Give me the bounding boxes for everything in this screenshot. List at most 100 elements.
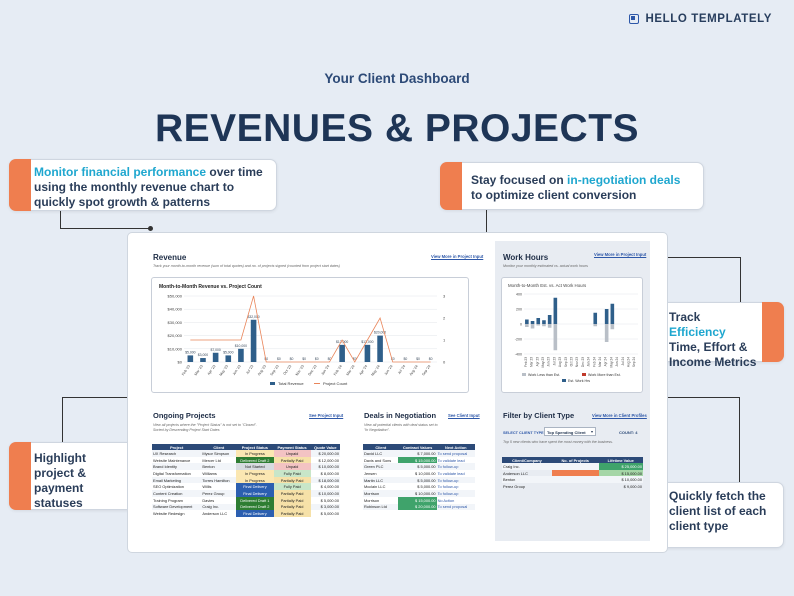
quote-value: $ 20,000.00	[310, 450, 340, 457]
client-name: Williams	[202, 470, 217, 476]
est-hours-bar	[536, 318, 541, 324]
revenue-data-label: $13,000	[361, 340, 373, 344]
revenue-y-tick: $30,000	[168, 320, 183, 325]
client-name: Torres Hamilton	[201, 476, 237, 484]
est-hours-bar	[610, 303, 615, 324]
work-x-tick: May 24	[609, 357, 613, 368]
legend-swatch-revenue	[270, 382, 275, 385]
revenue-y-tick: $10,000	[168, 346, 183, 351]
table-header: Client	[201, 444, 237, 450]
revenue-data-label: $5,000	[185, 350, 195, 354]
table-row: Green PLC $ 5,000.00 To follow-up	[363, 463, 475, 471]
work-chart-title: Month-to-Month Est. vs. Act Work Hours	[508, 283, 587, 288]
revenue-x-tick: May '24	[370, 364, 380, 377]
revenue-link[interactable]: View More in Project Input	[431, 254, 484, 259]
est-hours-bar	[530, 321, 535, 324]
client-type-select[interactable]: Top Spending Client ▾	[544, 427, 596, 436]
deal-client: Davis and Sons	[364, 457, 392, 463]
work-less-bar	[530, 324, 535, 329]
work-legend-label: Est. Work Hrs	[568, 379, 590, 383]
revenue-x-tick: Jun '24	[384, 364, 394, 376]
callout-efficiency-text: Time, Effort & Income Metrics	[669, 340, 757, 369]
ongoing-desc1: View all projects where the "Project Sta…	[153, 423, 257, 427]
ongoing-table: Project Client Project Status Payment Statu…	[152, 444, 340, 517]
revenue-y-tick: $40,000	[168, 307, 183, 312]
work-x-tick: Oct 23	[569, 357, 573, 367]
lifetime-value: $ 25,000.00	[598, 463, 643, 470]
work-x-tick: Apr 23	[535, 357, 539, 367]
work-title: Work Hours	[503, 253, 549, 262]
revenue-data-label: $13,000	[336, 340, 348, 344]
quote-value: $ 8,000.00	[320, 470, 339, 476]
deal-client: David LLC	[363, 450, 399, 457]
revenue-x-tick: Feb '23	[181, 364, 191, 376]
work-legend-label: Work More than Est.	[588, 373, 621, 377]
project-status-badge: Delivered Draft 2	[236, 456, 274, 464]
next-action: To follow-up	[436, 463, 475, 471]
revenue-bar	[364, 344, 371, 362]
revenue-bar	[238, 348, 244, 362]
table-row: Software Development Craig Inc. Delivered …	[152, 503, 340, 511]
deals-link[interactable]: See Client Input	[448, 413, 480, 418]
filter-link[interactable]: View More in Client Profiles	[592, 413, 647, 418]
table-row: Perez Group $ 9,000.00	[502, 483, 643, 490]
contract-value: $ 5,000.00	[398, 463, 437, 471]
revenue-bar	[212, 352, 219, 362]
work-legend-swatch	[562, 379, 566, 382]
revenue-data-label: $0	[290, 357, 294, 361]
client-name: Benton	[201, 463, 237, 471]
quote-value: $ 12,000.00	[318, 457, 339, 463]
work-x-tick: Aug 24	[626, 357, 630, 367]
ongoing-desc2: Sorted by Descending Project Start Dates	[153, 428, 220, 432]
client-name: Mysor Simpson	[201, 450, 237, 457]
deal-client: Jensen	[364, 470, 377, 476]
project-status-badge: Delivered Draft 1	[236, 496, 274, 504]
filter-client: Perez Group	[503, 483, 526, 489]
next-action: To validate lead	[437, 457, 465, 463]
payment-status-badge: Unpaid	[273, 450, 311, 457]
project-name: Website Redesign	[153, 511, 185, 517]
filter-table: Client/Company No. of Projects Lifetime Va…	[502, 457, 643, 490]
table-row: Brand Identity Benton Not Started Unpaid $ 1…	[152, 463, 340, 471]
table-header: Contract Values	[398, 444, 437, 450]
work-less-bar	[604, 324, 609, 342]
work-y-tick: 200	[516, 307, 522, 311]
revenue-data-label: $0	[353, 357, 357, 361]
table-row: Martin LLC $ 5,000.00 To follow-up	[363, 476, 475, 484]
dashboard-preview: Revenue View More in Project Input Track…	[127, 232, 668, 553]
work-x-tick: Dec 23	[581, 357, 585, 367]
callout-efficiency-pre: Track	[669, 310, 701, 324]
project-status-badge: In Progress	[236, 450, 274, 457]
work-x-tick: Sep 24	[632, 357, 636, 367]
project-name: Content Creation	[152, 490, 202, 497]
revenue-y-tick: $20,000	[168, 333, 183, 338]
revenue-x-tick: Oct '23	[283, 364, 293, 376]
table-row: Website Maintenance Mercer Ltd Delivered D…	[152, 456, 340, 464]
work-y-tick: -200	[515, 337, 522, 341]
work-x-tick: Sep 23	[564, 357, 568, 367]
revenue-x-tick: Nov '23	[295, 364, 305, 376]
contract-value: $ 15,000.00	[398, 496, 437, 504]
callout-efficiency: Track Efficiency Time, Effort & Income M…	[648, 302, 784, 369]
next-action: To send proposal	[436, 450, 475, 457]
work-link[interactable]: View More in Project Input	[594, 252, 647, 257]
next-action: To follow-up	[436, 476, 475, 484]
ongoing-link[interactable]: See Project Input	[309, 413, 344, 418]
project-status-badge: Final Delivery	[236, 483, 274, 491]
revenue-y2-tick: 3	[443, 294, 446, 299]
revenue-x-tick: Jul '23	[245, 364, 254, 375]
lifetime-value: $ 9,000.00	[623, 483, 642, 489]
revenue-x-tick: Apr '24	[358, 364, 368, 376]
client-type-select-value: Top Spending Client	[547, 429, 586, 435]
brand[interactable]: HELLO TEMPLATELY	[629, 13, 772, 25]
revenue-data-label: $0	[277, 357, 281, 361]
revenue-y2-tick: 1	[443, 338, 446, 343]
client-name: Craig Inc.	[201, 503, 237, 511]
quote-value: $ 3,000.00	[310, 503, 340, 511]
deals-desc1: View all potential clients with deal sta…	[364, 423, 438, 427]
table-row: Digital Transformation Williams In Progres…	[152, 470, 340, 477]
revenue-data-label: $0	[328, 357, 332, 361]
contract-value: $ 10,000.00	[398, 490, 437, 497]
project-status-badge: In Progress	[236, 470, 274, 477]
